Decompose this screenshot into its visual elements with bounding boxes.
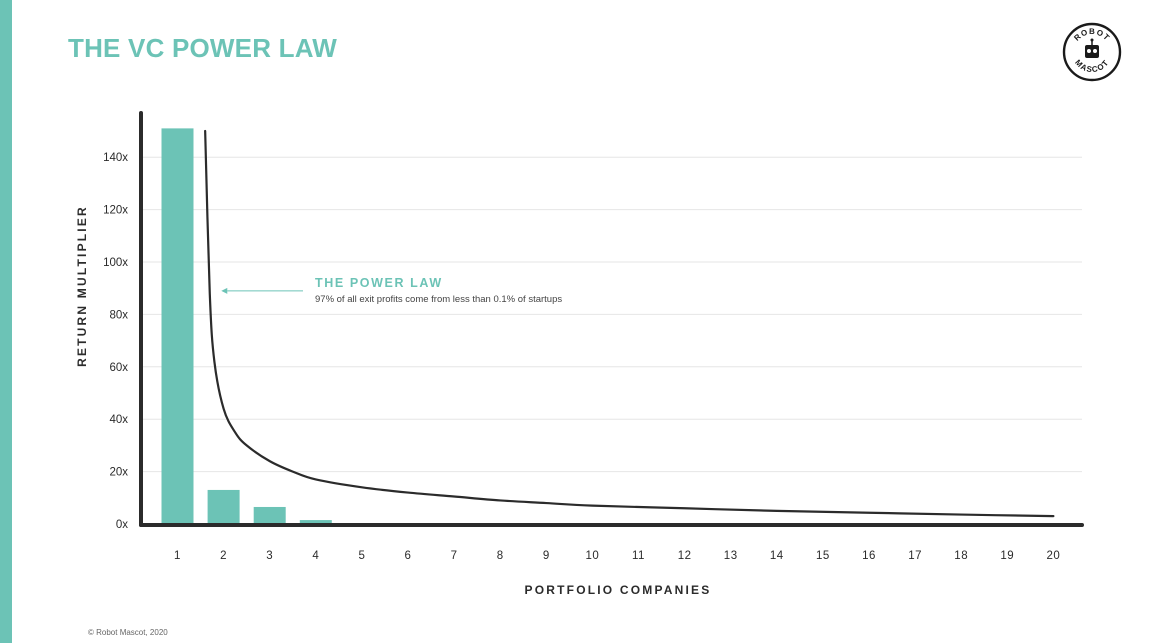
bar — [161, 128, 194, 524]
svg-text:MASCOT: MASCOT — [1073, 58, 1111, 74]
y-tick-label: 20x — [109, 467, 128, 479]
x-tick-label: 15 — [816, 550, 830, 562]
page-title: THE VC POWER LAW — [68, 33, 337, 63]
footer-copyright: © Robot Mascot, 2020 — [88, 628, 168, 637]
x-tick-label: 18 — [954, 550, 968, 562]
x-tick-label: 6 — [405, 550, 412, 562]
annotation-arrow-layer — [221, 287, 303, 294]
power-law-curve — [204, 129, 1055, 518]
axes — [139, 111, 1084, 527]
x-tick-label: 19 — [1000, 550, 1014, 562]
x-axis-label: PORTFOLIO COMPANIES — [524, 583, 712, 597]
bar — [299, 520, 332, 524]
gridlines — [141, 156, 1082, 473]
y-tick-label: 0x — [116, 519, 128, 531]
y-tick-label: 140x — [103, 152, 128, 164]
x-tick-label: 3 — [266, 550, 273, 562]
x-tick-label: 1 — [174, 550, 181, 562]
y-tick-label: 40x — [109, 414, 128, 426]
x-tick-label: 12 — [678, 550, 692, 562]
x-tick-label: 5 — [358, 550, 365, 562]
x-tick-label: 8 — [497, 550, 504, 562]
y-tick-label: 80x — [109, 309, 128, 321]
annotation-title: THE POWER LAW — [315, 276, 443, 290]
power-law-curve-layer — [204, 129, 1055, 518]
bar — [253, 506, 286, 524]
x-tick-label: 13 — [724, 550, 738, 562]
x-tick-label: 11 — [632, 550, 645, 562]
left-accent-stripe — [0, 0, 12, 643]
x-tick-label: 2 — [220, 550, 227, 562]
x-tick-label: 16 — [862, 550, 876, 562]
x-tick-label: 17 — [908, 550, 922, 562]
annotation-text: 97% of all exit profits come from less t… — [315, 294, 563, 305]
x-tick-label: 7 — [451, 550, 458, 562]
bars — [161, 128, 332, 524]
x-tick-label: 10 — [586, 550, 600, 562]
robot-mascot-logo-icon: ROBOT MASCOT — [1062, 22, 1122, 82]
y-tick-label: 120x — [103, 205, 128, 217]
logo-text-bottom: MASCOT — [1073, 58, 1110, 74]
bar — [207, 489, 240, 524]
annotation-arrow-head — [221, 287, 228, 294]
x-tick-label: 9 — [543, 550, 550, 562]
y-tick-label: 100x — [103, 257, 128, 269]
x-tick-label: 4 — [312, 550, 319, 562]
y-axis-label: RETURN MULTIPLIER — [75, 205, 89, 367]
x-tick-label: 14 — [770, 550, 784, 562]
y-tick-label: 60x — [109, 362, 128, 374]
x-tick-label: 20 — [1047, 550, 1061, 562]
